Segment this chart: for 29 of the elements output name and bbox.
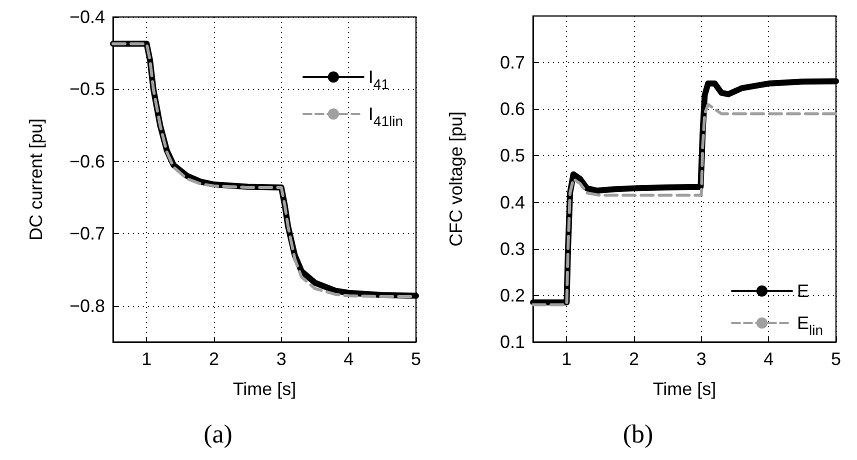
x-tick-label: 5 — [830, 349, 842, 369]
y-tick-label: −0.4 — [69, 7, 105, 27]
text: (b) — [622, 420, 654, 448]
x-tick-label: 1 — [142, 349, 152, 369]
x-axis-title: Time [s] — [232, 379, 296, 399]
legend-label: E — [796, 281, 810, 301]
y-tick-label: 0.5 — [500, 146, 525, 166]
y-tick-label: 0.6 — [500, 99, 525, 120]
y-tick-label: 0.7 — [500, 52, 525, 73]
x-tick-label: 4 — [344, 349, 354, 369]
x-tick-label: 2 — [628, 349, 640, 369]
x-tick-label: 3 — [276, 349, 286, 369]
text: (a) — [204, 420, 232, 448]
y-tick-label: 0.2 — [500, 285, 525, 306]
x-tick-label: 2 — [208, 349, 220, 369]
x-tick-label: 4 — [764, 349, 774, 369]
y-tick-label: −0.5 — [69, 79, 105, 100]
y-tick-label: −0.8 — [69, 296, 105, 316]
x-tick-label: 1 — [562, 349, 572, 369]
y-tick-label: 0.3 — [500, 238, 525, 259]
y-tick-label: −0.6 — [69, 151, 105, 172]
y-tick-label: 0.1 — [500, 332, 525, 352]
y-tick-label: 0.4 — [500, 192, 525, 212]
y-axis-title: DC current [pu] — [26, 118, 46, 241]
y-axis-title: CFC voltage [pu] — [446, 111, 466, 247]
x-tick-label: 3 — [696, 349, 706, 369]
x-axis-title: Time [s] — [652, 379, 716, 399]
x-tick-label: 5 — [410, 349, 422, 369]
y-tick-label: −0.7 — [69, 224, 105, 244]
